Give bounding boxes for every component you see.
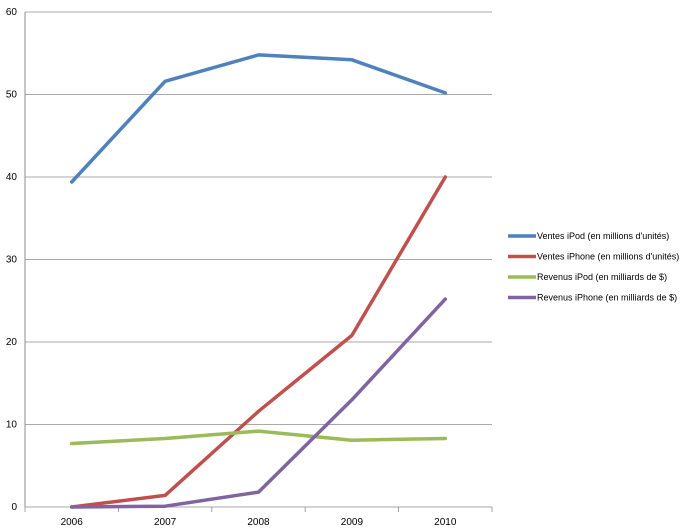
y-tick-label: 60 (6, 7, 18, 18)
gridlines (25, 11, 492, 508)
legend-label: Ventes iPod (en millions d'unités) (537, 231, 669, 241)
x-tick-label: 2007 (154, 517, 177, 528)
y-tick-label: 40 (6, 172, 18, 183)
legend: Ventes iPod (en millions d'unités) Ventes… (508, 231, 679, 303)
y-tick-label: 10 (6, 420, 18, 431)
series-line-4 (69, 297, 448, 509)
x-tick-label: 2008 (247, 517, 270, 528)
series-line-1 (69, 53, 448, 184)
x-tick-label: 2009 (341, 517, 364, 528)
series-line-2 (69, 175, 448, 509)
legend-label: Revenus iPod (en milliards de $) (537, 272, 667, 282)
series-line-3 (69, 429, 448, 446)
legend-label: Ventes iPhone (en millions d'unités) (537, 252, 679, 262)
y-tick-label: 20 (6, 337, 18, 348)
legend-label: Revenus iPhone (en milliards de $) (537, 293, 677, 303)
axes: 0 10 20 30 40 50 60 2006 2007 2008 2009 2010 (6, 7, 493, 528)
series-lines (69, 53, 448, 509)
y-tick-label: 50 (6, 90, 18, 101)
y-tick-label: 0 (11, 502, 17, 513)
x-tick-label: 2010 (434, 517, 457, 528)
x-tick-label: 2006 (61, 517, 84, 528)
y-tick-label: 30 (6, 255, 18, 266)
